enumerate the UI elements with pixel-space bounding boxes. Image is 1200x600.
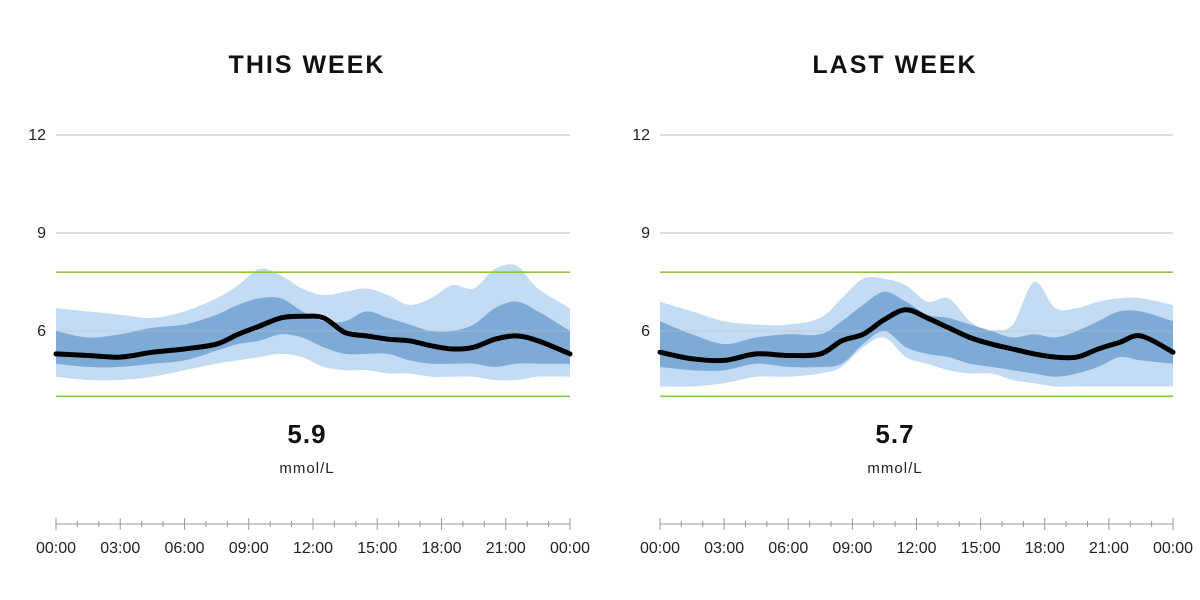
x-tick-label: 21:00 [1089,540,1129,557]
x-tick-label: 21:00 [486,540,526,557]
panel-last-week: LAST WEEK 6 9 12 5.7 mmol/L 00:00 03:00 06:00 09:… [632,51,1193,557]
y-tick-label: 9 [37,225,46,242]
x-tick-label: 18:00 [1025,540,1065,557]
x-tick-label: 09:00 [832,540,872,557]
median-line [657,307,1176,364]
x-tick-label: 00:00 [36,540,76,557]
average-value: 5.9 [287,419,326,449]
x-tick-label: 12:00 [896,540,936,557]
x-tick-label: 06:00 [164,540,204,557]
x-tick-label: 06:00 [768,540,808,557]
x-tick-label: 00:00 [640,540,680,557]
x-tick-label: 00:00 [1153,540,1193,557]
y-tick-label: 12 [28,127,46,144]
median-line [53,313,573,360]
y-tick-label: 6 [641,323,650,340]
x-tick-label: 15:00 [961,540,1001,557]
x-tick-label: 09:00 [229,540,269,557]
x-tick-label: 18:00 [421,540,461,557]
chart-title: THIS WEEK [229,51,386,79]
x-tick-label: 15:00 [357,540,397,557]
y-tick-label: 9 [641,225,650,242]
average-unit: mmol/L [867,460,922,477]
panel-this-week: THIS WEEK 6 9 12 5.9 mmol/L 00:00 03:00 06:00 09:… [28,51,590,557]
x-tick-label: 03:00 [100,540,140,557]
chart-title: LAST WEEK [812,51,977,79]
y-tick-label: 12 [632,127,650,144]
y-tick-label: 6 [37,323,46,340]
average-unit: mmol/L [279,460,334,477]
x-tick-label: 12:00 [293,540,333,557]
average-value: 5.7 [875,419,914,449]
x-tick-label: 03:00 [704,540,744,557]
x-tick-label: 00:00 [550,540,590,557]
